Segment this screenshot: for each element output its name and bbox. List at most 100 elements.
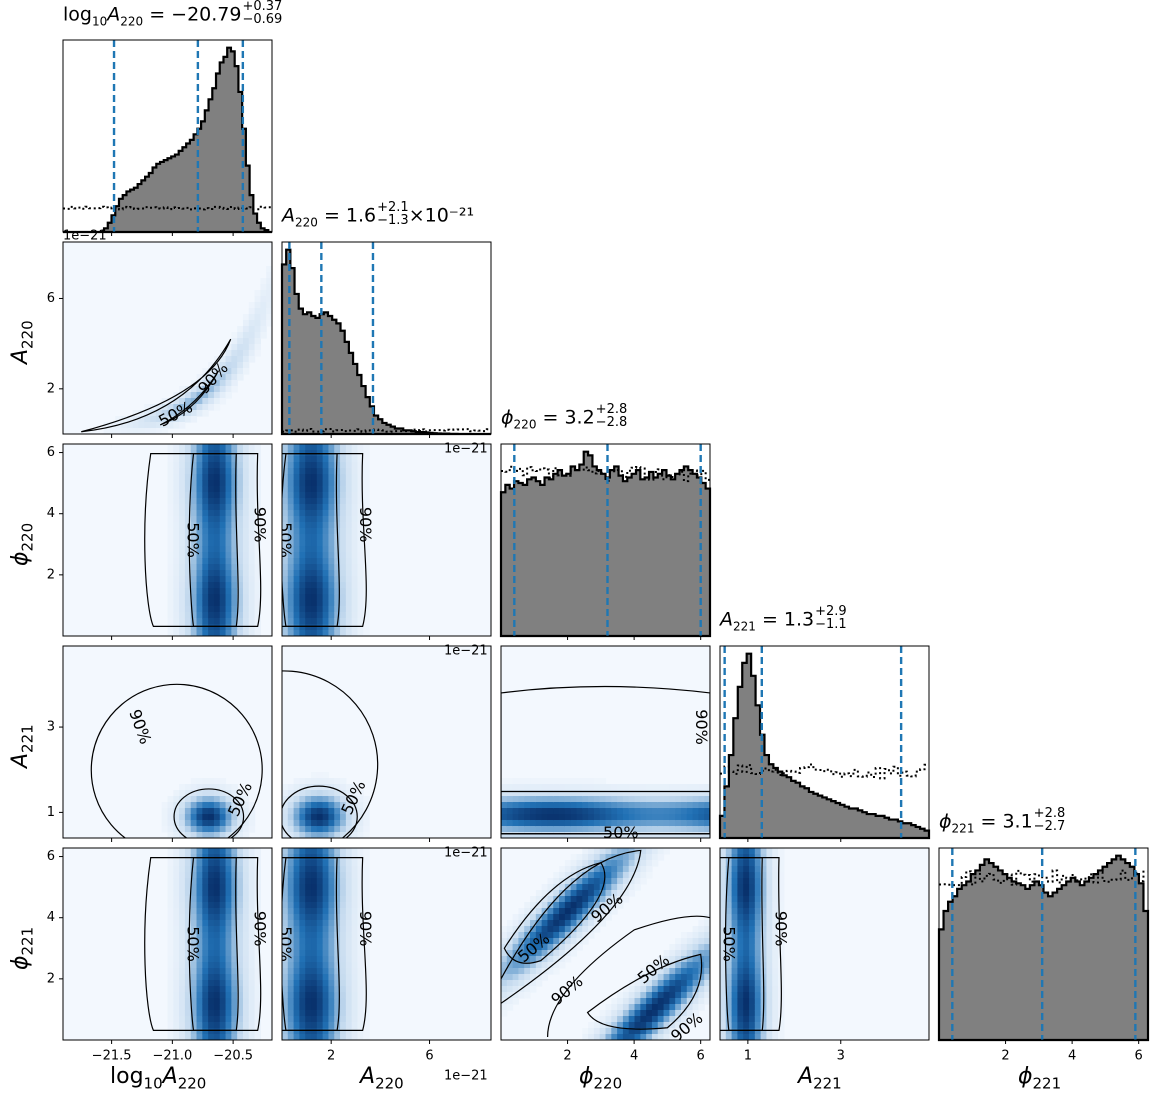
contour-90-lower [546,915,710,1037]
density-cell [731,902,739,909]
density-cell [599,814,607,821]
density-cell [293,546,301,553]
density-cell [202,404,209,411]
density-cell [322,1028,330,1035]
density-cell [530,914,537,921]
density-cell [225,896,232,903]
density-cell [340,878,347,885]
density-cell [213,456,221,463]
density-cell [576,896,583,903]
density-cell [311,558,318,565]
density-cell [345,878,353,885]
density-cell [340,564,347,571]
density-cell [328,510,335,517]
density-cell [754,944,762,951]
density-cell [219,552,227,559]
density-cell [213,778,221,785]
density-cell [299,896,306,903]
density-cell [225,932,232,939]
density-cell [208,1010,215,1017]
density-cell [287,486,295,493]
density-cell [179,510,186,517]
density-cell [231,962,238,969]
density-cell [305,932,312,939]
density-cell [167,802,174,809]
density-cell [576,802,583,809]
x-tick-label-phi221: 2 [1001,1049,1009,1064]
density-cell [126,416,134,423]
density-panel-A221-vs-log10A220: 50%90% [62,645,273,839]
density-cell [669,814,676,821]
density-cell [213,480,221,487]
density-cell [322,826,330,833]
density-cell [675,826,682,833]
density-cell [231,600,238,607]
density-cell [132,428,140,434]
density-cell [219,914,227,921]
density-cell [254,558,261,565]
density-cell [225,522,232,529]
density-cell [287,908,295,915]
density-cell [208,974,215,981]
density-cell [242,1028,250,1035]
density-cell [213,468,221,475]
density-cell [202,908,209,915]
density-cell [242,826,250,833]
density-cell [266,314,272,321]
density-cell [593,832,601,838]
density-cell [663,968,670,975]
density-cell [219,790,227,797]
density-cell [287,790,295,797]
density-cell [167,832,174,838]
density-cell [698,790,705,797]
density-cell [593,802,601,809]
density-cell [322,558,330,565]
density-cell [617,832,624,838]
density-cell [737,944,744,951]
density-cell [720,998,727,1005]
density-cell [287,832,295,838]
density-cell [322,612,330,619]
density-cell [778,1016,785,1023]
density-cell [225,612,232,619]
density-cell [351,832,359,838]
density-cell [248,504,256,511]
density-cell [299,504,306,511]
density-cell [225,618,232,625]
density-cell [208,582,215,589]
density-cell [593,796,601,803]
density-cell [570,932,578,939]
density-cell [237,462,244,469]
density-cell [155,422,163,429]
density-cell [213,462,221,469]
density-cell [242,594,250,601]
density-cell [564,890,572,897]
density-cell [184,546,192,553]
density-cell [237,344,244,351]
density-cell [196,486,203,493]
density-cell [357,468,364,475]
density-cell [340,1034,347,1040]
density-cell [237,796,244,803]
density-cell [287,582,295,589]
density-cell [190,872,198,879]
density-cell [322,820,330,827]
density-cell [316,808,324,815]
label-part: 221 [18,926,37,956]
density-cell [248,1028,256,1035]
density-cell [663,1028,670,1035]
contour-label-90: 90% [356,911,375,947]
density-cell [225,570,232,577]
density-cell [311,866,318,873]
density-cell [512,790,520,797]
density-cell [179,582,186,589]
density-cell [237,1034,244,1040]
density-cell [363,872,370,879]
density-cell [669,784,676,791]
density-cell [357,576,364,583]
density-cell [351,884,359,891]
density-cell [760,860,768,867]
density-cell [593,914,601,921]
density-cell [553,802,560,809]
density-cell [634,854,641,861]
